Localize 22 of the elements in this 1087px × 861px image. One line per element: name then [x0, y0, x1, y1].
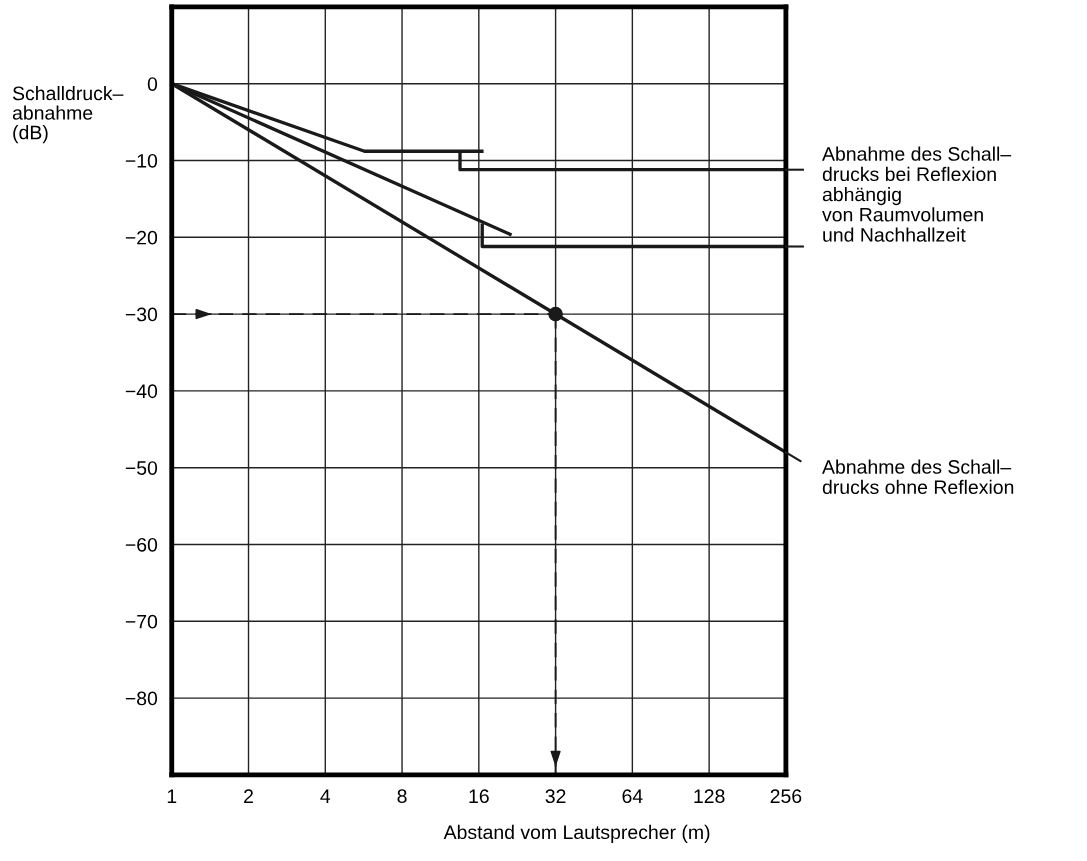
x-tick-label: 16 — [469, 789, 489, 804]
y-tick-label: −70 — [125, 614, 158, 629]
annotation: Abnahme des Schall– drucks ohne Reflexion — [822, 459, 1014, 495]
y-tick-label: 0 — [147, 77, 158, 91]
y-tick-label: −50 — [125, 461, 158, 475]
x-axis-title: Abstand vom Lautsprecher (m) — [443, 824, 710, 843]
y-tick-label: −40 — [125, 384, 158, 399]
y-tick-label: −30 — [125, 307, 158, 322]
y-tick-label: −10 — [125, 153, 158, 168]
x-tick-label: 64 — [622, 789, 643, 804]
y-tick-label: −80 — [125, 691, 158, 706]
y-axis-title: Schalldruck– abnahme (dB) — [12, 85, 124, 144]
annotation: Abnahme des Schall– drucks bei Reflexion abhängig von Raumvolumen und Nachhallzeit — [822, 146, 1012, 242]
x-tick-label: 4 — [320, 789, 331, 803]
x-tick-label: 8 — [397, 789, 407, 804]
x-tick-label: 128 — [694, 789, 725, 804]
y-tick-label: −60 — [125, 537, 158, 552]
x-tick-label: 2 — [244, 789, 253, 803]
x-tick-label: 256 — [770, 789, 802, 804]
x-tick-label: 1 — [167, 789, 177, 803]
y-tick-label: −20 — [125, 230, 158, 245]
x-tick-label: 32 — [545, 789, 566, 804]
